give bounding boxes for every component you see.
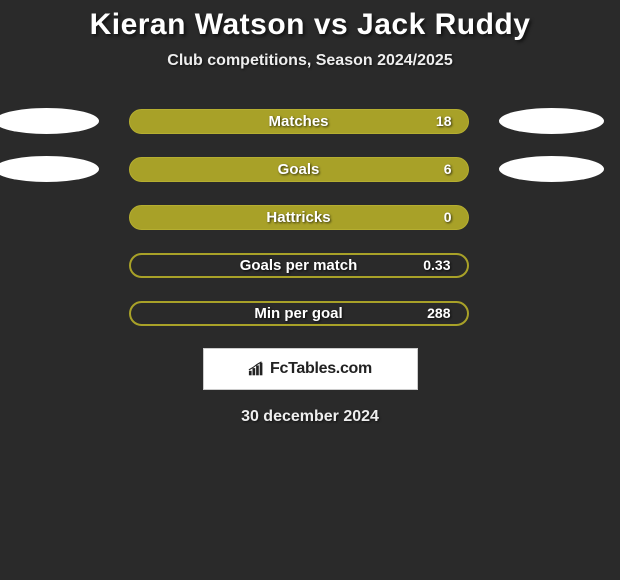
left-player-marker xyxy=(0,108,99,134)
stat-value: 6 xyxy=(444,161,452,177)
brand-inner: FcTables.com xyxy=(248,360,372,378)
left-player-marker xyxy=(0,156,99,182)
stat-row: Hattricks 0 xyxy=(0,204,620,230)
stat-row: Goals 6 xyxy=(0,156,620,182)
stat-value: 0 xyxy=(444,209,452,225)
stat-bar: Min per goal 288 xyxy=(129,301,469,326)
right-player-marker xyxy=(499,108,604,134)
stat-bar: Matches 18 xyxy=(129,109,469,134)
stat-value: 0.33 xyxy=(423,257,450,273)
stat-label: Min per goal xyxy=(131,305,467,322)
left-spacer xyxy=(0,252,99,278)
right-spacer xyxy=(499,252,604,278)
stat-value: 18 xyxy=(436,113,452,129)
right-spacer xyxy=(499,300,604,326)
subtitle: Club competitions, Season 2024/2025 xyxy=(0,52,620,70)
stat-value: 288 xyxy=(427,305,450,321)
stat-rows: Matches 18 Goals 6 Hattricks 0 Goal xyxy=(0,108,620,326)
right-player-marker xyxy=(499,156,604,182)
left-spacer xyxy=(0,204,99,230)
brand-badge[interactable]: FcTables.com xyxy=(203,348,418,390)
left-spacer xyxy=(0,300,99,326)
comparison-panel: Kieran Watson vs Jack Ruddy Club competi… xyxy=(0,0,620,426)
stat-row: Matches 18 xyxy=(0,108,620,134)
stat-label: Goals xyxy=(130,161,468,178)
stat-label: Matches xyxy=(130,113,468,130)
right-spacer xyxy=(499,204,604,230)
bar-chart-icon xyxy=(248,361,266,377)
stat-bar: Hattricks 0 xyxy=(129,205,469,230)
page-title: Kieran Watson vs Jack Ruddy xyxy=(0,8,620,42)
stat-bar: Goals 6 xyxy=(129,157,469,182)
stat-row: Goals per match 0.33 xyxy=(0,252,620,278)
stat-row: Min per goal 288 xyxy=(0,300,620,326)
brand-text: FcTables.com xyxy=(270,360,372,378)
stat-label: Hattricks xyxy=(130,209,468,226)
generated-date: 30 december 2024 xyxy=(0,408,620,426)
stat-bar: Goals per match 0.33 xyxy=(129,253,469,278)
stat-label: Goals per match xyxy=(131,257,467,274)
